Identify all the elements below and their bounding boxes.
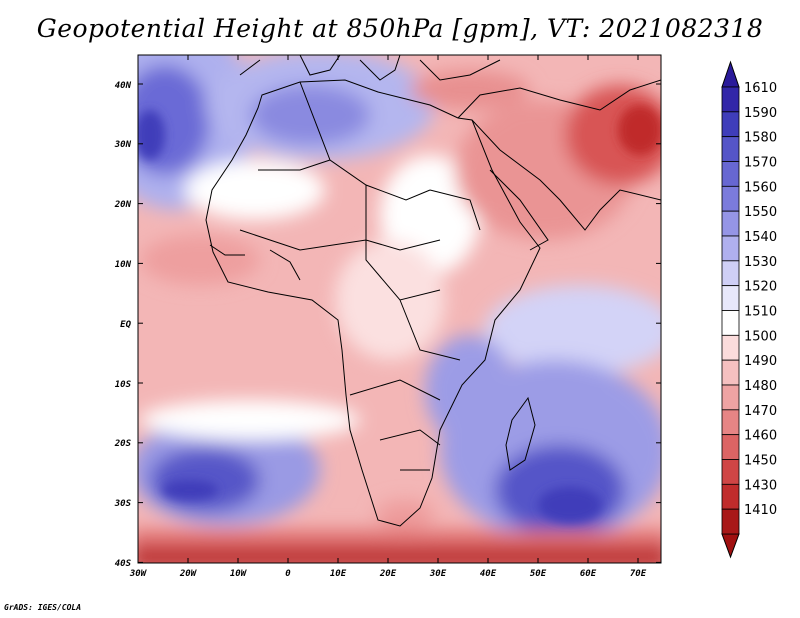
lon-label: 10W <box>230 569 248 579</box>
colorbar-under-arrow <box>721 533 740 559</box>
lon-label: 20W <box>179 569 198 579</box>
lon-label: 70E <box>630 569 647 579</box>
colorbar-label: 1550 <box>744 205 777 220</box>
coastlines <box>205 55 661 527</box>
lat-label: 10N <box>115 260 132 270</box>
colorbar-label: 1460 <box>744 429 777 444</box>
credit-text: GrADS: IGES/COLA <box>4 603 82 612</box>
colorbar-swatch <box>721 384 740 411</box>
lon-label: 10E <box>330 569 347 579</box>
colorbar-label: 1560 <box>744 180 777 195</box>
lat-label: 40N <box>115 81 132 91</box>
colorbar-label: 1430 <box>744 478 777 493</box>
lon-label: 40E <box>480 569 497 579</box>
colorbar-label: 1540 <box>744 230 777 245</box>
lon-label: 0 <box>285 569 291 579</box>
lon-label: 50E <box>530 569 547 579</box>
colorbar-swatch <box>721 334 740 361</box>
lat-label: 40S <box>115 559 132 569</box>
colorbar-label: 1570 <box>744 156 777 171</box>
lat-label: 30S <box>114 499 132 509</box>
height-field <box>138 55 661 563</box>
colorbar-label: 1580 <box>744 131 777 146</box>
colorbar-label: 1520 <box>744 280 777 295</box>
colorbar-swatch <box>721 210 740 237</box>
colorbar: 1610 1590 1580 1570 1560 1550 1540 1530 1520 1510… <box>721 60 777 559</box>
colorbar-swatch <box>721 285 740 311</box>
lat-label: 30N <box>114 140 132 150</box>
lon-label: 30E <box>429 569 447 579</box>
lon-label: 30W <box>129 569 148 579</box>
lat-label: 20S <box>114 439 132 449</box>
colorbar-swatch <box>721 235 740 262</box>
colorbar-label: 1450 <box>744 454 777 469</box>
lon-label: 20E <box>379 569 397 579</box>
colorbar-label: 1490 <box>744 354 777 369</box>
colorbar-swatch <box>721 136 740 162</box>
colorbar-swatch <box>721 508 740 535</box>
colorbar-label: 1510 <box>744 305 777 320</box>
axis-ticks <box>137 55 661 563</box>
colorbar-swatch <box>721 260 740 287</box>
colorbar-swatch <box>721 111 740 138</box>
colorbar-swatch <box>721 86 740 113</box>
lon-label: 60E <box>580 569 597 579</box>
lat-label: 10S <box>115 380 132 390</box>
colorbar-label: 1470 <box>744 404 777 419</box>
colorbar-swatch <box>721 161 740 187</box>
lat-label: 20N <box>114 200 132 210</box>
colorbar-swatch <box>721 459 740 485</box>
colorbar-swatch <box>721 310 740 336</box>
lat-label: EQ <box>120 320 131 330</box>
colorbar-label: 1410 <box>744 503 777 518</box>
colorbar-swatch <box>721 434 740 460</box>
colorbar-label: 1590 <box>744 106 777 121</box>
colorbar-swatch <box>721 409 740 436</box>
colorbar-swatch <box>721 359 740 386</box>
map-frame <box>137 54 662 564</box>
colorbar-label: 1500 <box>744 329 777 344</box>
colorbar-label: 1480 <box>744 379 777 394</box>
colorbar-swatch <box>721 483 740 510</box>
colorbar-swatch <box>721 185 740 212</box>
colorbar-label: 1610 <box>744 81 777 96</box>
map-title: Geopotential Height at 850hPa [gpm], VT:… <box>36 14 764 43</box>
colorbar-label: 1530 <box>744 255 777 270</box>
colorbar-over-arrow <box>721 60 740 88</box>
